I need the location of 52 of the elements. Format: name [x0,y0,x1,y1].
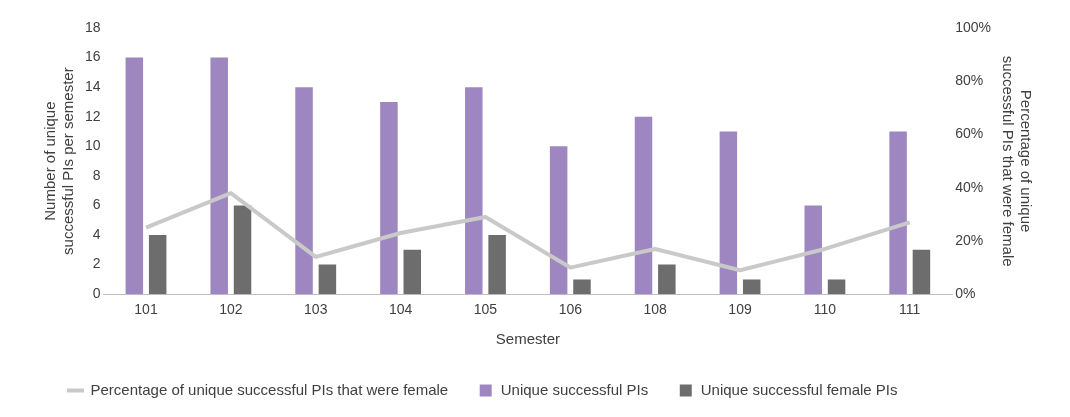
x-tick-label: 110 [813,301,837,318]
bar [804,205,822,295]
x-tick-label: 111 [899,301,921,318]
y-tick-label: 2 [92,255,101,272]
bar [827,279,846,295]
bar [465,87,483,295]
x-tick-label: 101 [134,301,158,318]
legend-label: Percentage of unique successful PIs that were female [90,380,449,398]
bar [295,87,313,295]
legend-label: Unique successful female PIs [700,380,898,398]
bar [233,205,252,295]
y2-tick-label: 40% [955,178,984,195]
x-tick-label: 105 [473,301,498,318]
x-tick-label: 103 [304,301,328,318]
bar [658,264,676,295]
y-tick-label: 16 [84,48,101,65]
x-tick-label: 108 [643,301,668,318]
x-tick-label: 109 [728,301,752,318]
legend-label: Unique successful PIs [500,380,649,398]
y-tick-label: 18 [84,18,101,35]
y-tick-label: 0 [92,285,101,302]
x-tick-label: 102 [219,301,243,318]
y-tick-label: 10 [84,137,101,154]
y2-tick-label: 80% [955,72,984,89]
y-tick-label: 14 [84,78,101,95]
bar [719,131,738,295]
bar [573,279,591,295]
bar [318,264,337,295]
bar [125,57,144,295]
y2-tick-label: 0% [955,285,976,302]
bar [380,101,398,295]
bar [912,249,931,295]
x-tick-label: 106 [558,301,583,318]
bar [889,131,907,295]
y2-axis-title: Percentage of unique successful PIs that were female [999,55,1035,267]
bar [403,249,422,295]
bar [148,235,167,295]
x-axis-title: Semester [495,330,560,348]
y-tick-label: 6 [92,196,101,213]
y-tick-label: 4 [92,225,101,242]
bar [742,279,761,295]
bar [210,57,228,295]
y2-tick-label: 20% [955,231,984,248]
bar [634,116,653,295]
y2-tick-label: 100% [955,18,992,35]
bar [488,235,506,295]
y-tick-label: 8 [92,166,101,183]
x-tick-label: 104 [388,301,413,318]
bar [549,146,568,295]
y-axis-title: Number of unique successful PIs per semester [41,67,77,255]
y-tick-label: 12 [84,107,101,124]
y2-tick-label: 60% [955,125,984,142]
